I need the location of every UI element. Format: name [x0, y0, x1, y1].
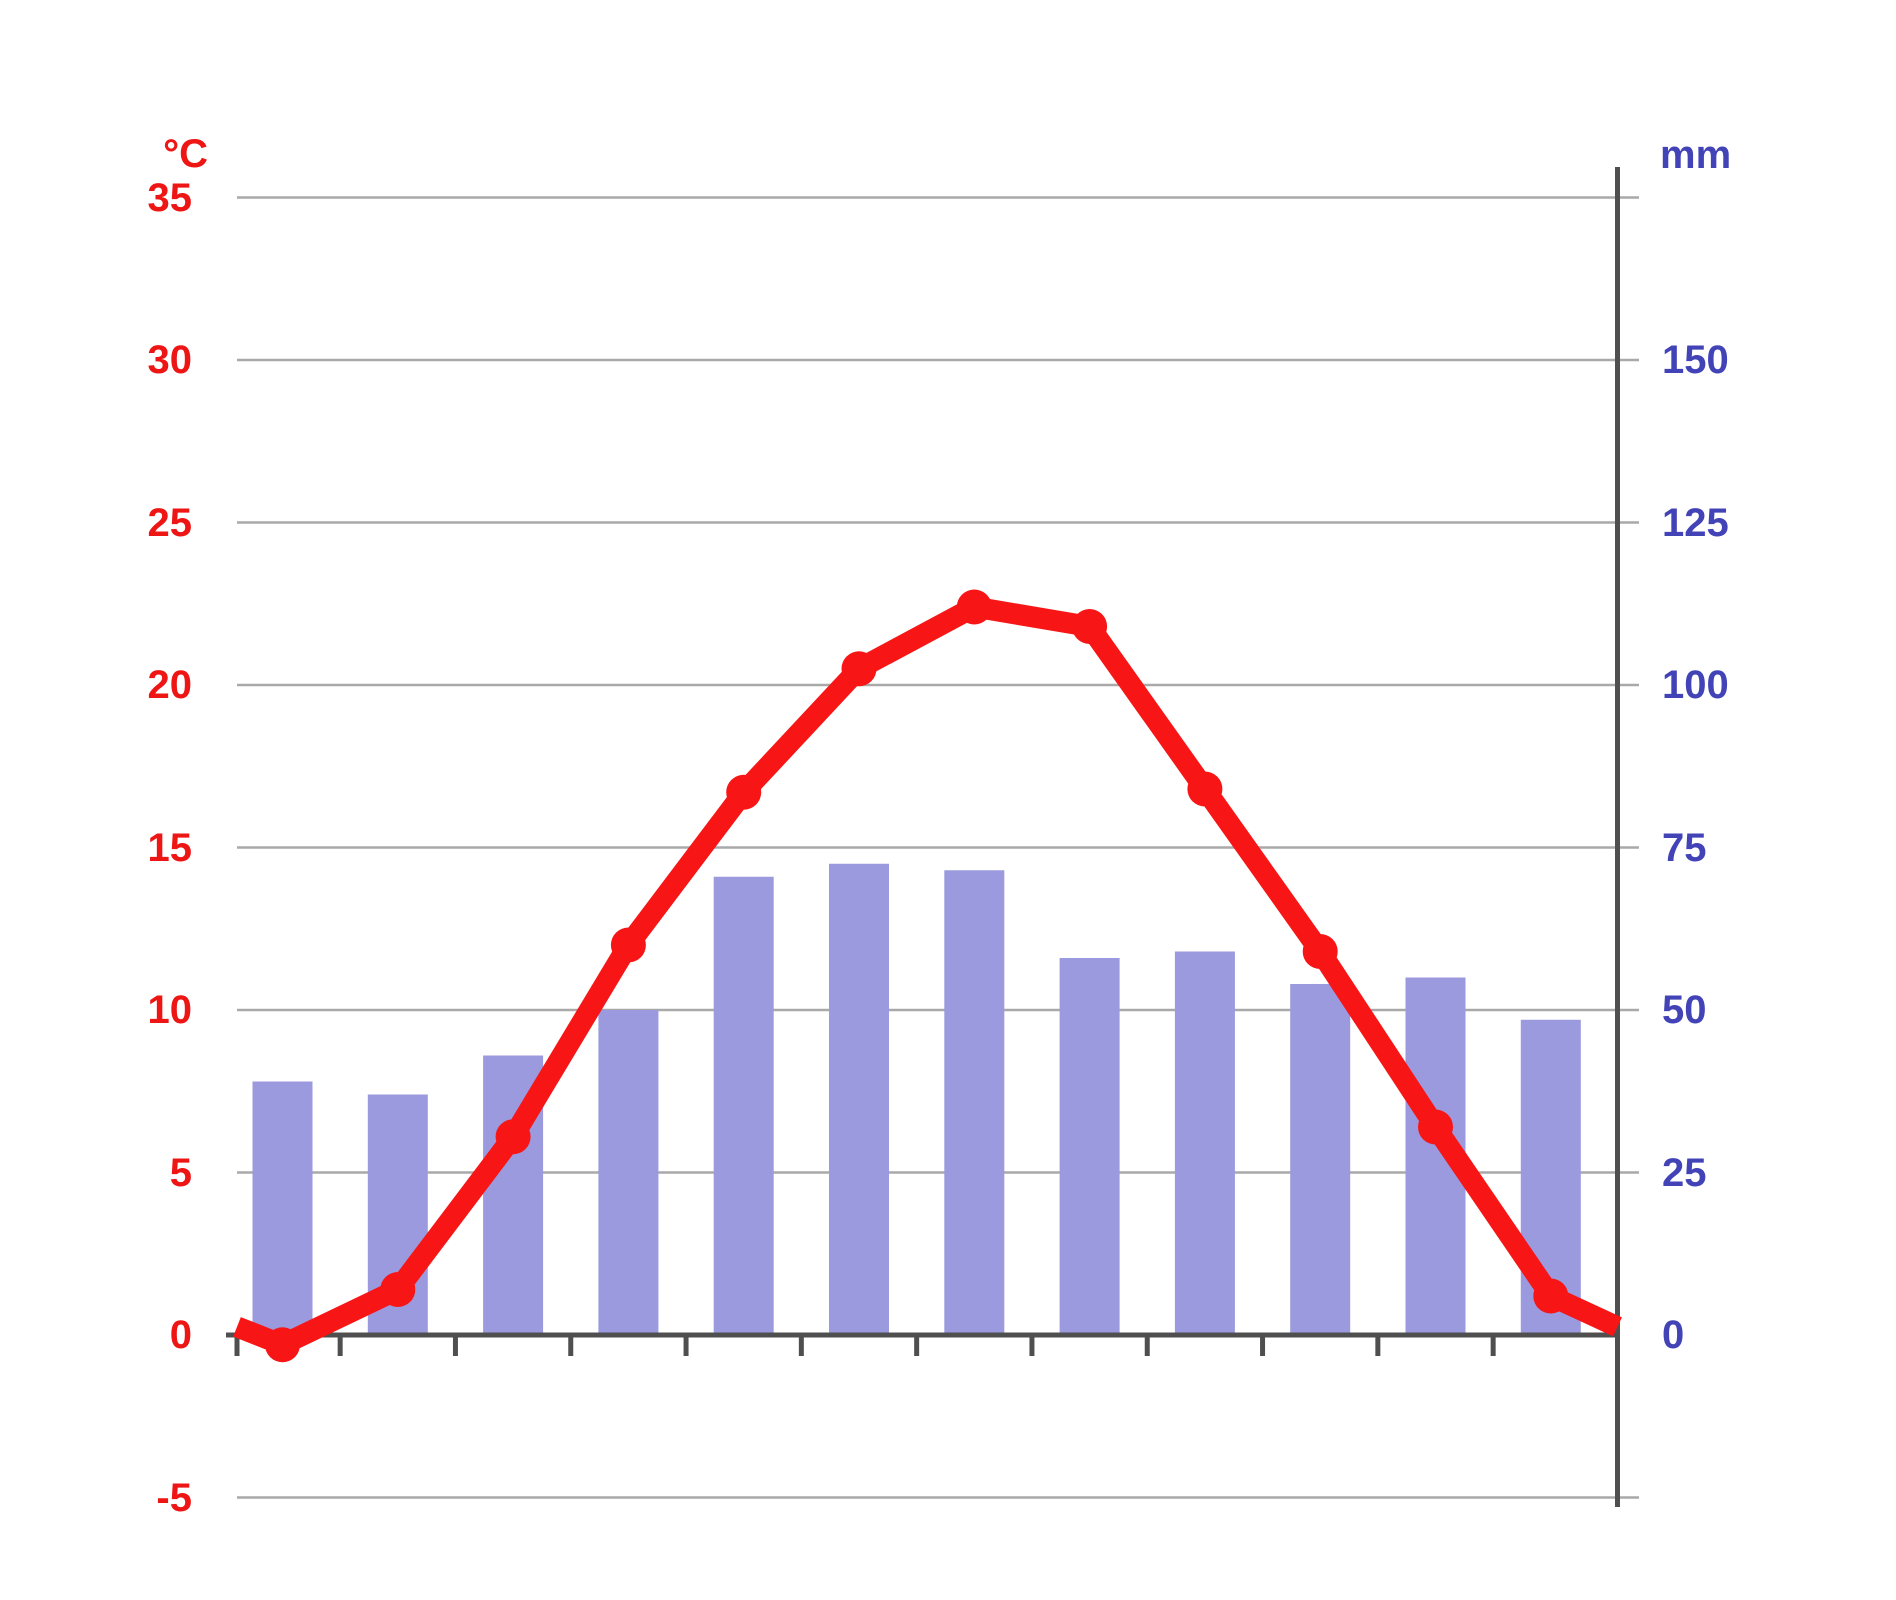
- precipitation-bar: [829, 863, 889, 1335]
- temperature-point: [1302, 934, 1338, 969]
- temperature-point: [380, 1272, 416, 1307]
- celsius-tick-label: 10: [147, 988, 193, 1032]
- mm-tick-label: 125: [1662, 500, 1729, 545]
- celsius-tick-label: 5: [169, 1150, 192, 1195]
- temperature-point: [495, 1119, 531, 1155]
- temperature-point: [956, 589, 992, 625]
- mm-unit-label: mm: [1660, 133, 1732, 177]
- temperature-point: [265, 1327, 300, 1363]
- temperature-point: [1533, 1278, 1569, 1314]
- celsius-unit-label: °C: [163, 132, 208, 176]
- celsius-tick-label: 25: [147, 500, 193, 545]
- temperature-point: [610, 927, 646, 963]
- temperature-point: [841, 651, 877, 687]
- precipitation-bar: [713, 876, 774, 1335]
- celsius-tick-label: 35: [147, 175, 193, 220]
- temperature-point: [1418, 1109, 1453, 1145]
- precipitation-bar: [598, 1010, 659, 1335]
- mm-tick-label: 75: [1662, 825, 1707, 870]
- precipitation-bar: [944, 870, 1005, 1335]
- mm-tick-label: 25: [1662, 1150, 1707, 1195]
- temperature-line: [233, 596, 1622, 1357]
- mm-tick-label: 0: [1662, 1313, 1685, 1357]
- celsius-tick-label: 30: [147, 338, 193, 382]
- temperature-point: [1187, 771, 1223, 807]
- celsius-tick-label: 0: [169, 1313, 192, 1357]
- celsius-tick-label: 15: [147, 825, 193, 870]
- mm-tick-label: 50: [1662, 988, 1707, 1032]
- precipitation-bar: [1059, 958, 1120, 1335]
- precipitation-bar: [1290, 984, 1351, 1335]
- temperature-point: [726, 774, 762, 810]
- celsius-tick-label: -5: [156, 1475, 192, 1520]
- precipitation-bar: [1174, 951, 1235, 1335]
- celsius-tick-label: 20: [147, 663, 193, 707]
- mm-tick-label: 100: [1662, 663, 1729, 707]
- temperature-point: [1072, 609, 1108, 644]
- mm-tick-label: 150: [1662, 338, 1729, 382]
- precipitation-bar: [252, 1081, 313, 1335]
